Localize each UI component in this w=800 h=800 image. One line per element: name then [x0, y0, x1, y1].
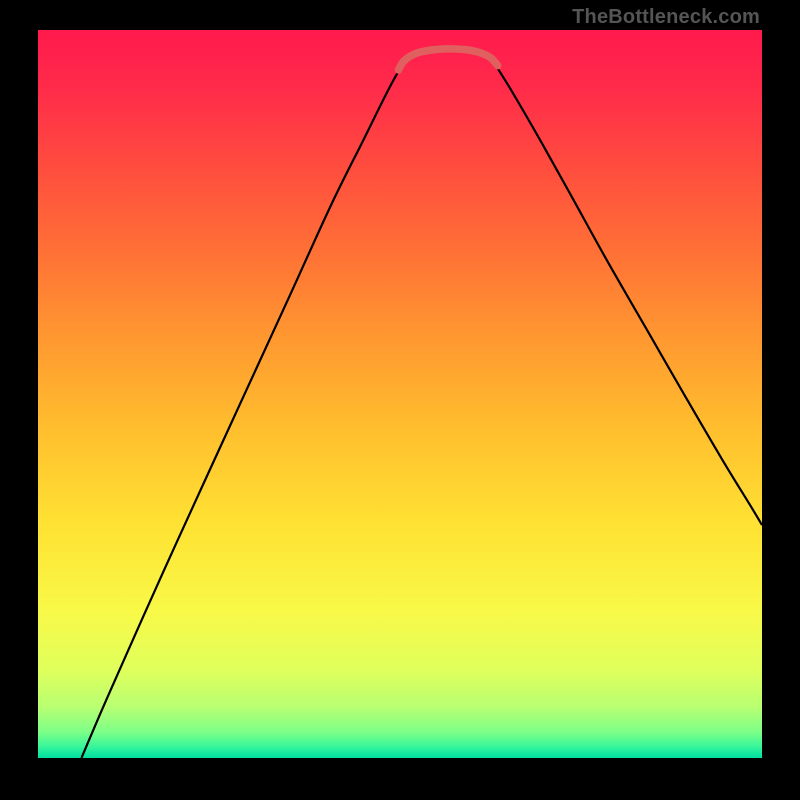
gradient-background	[38, 30, 762, 758]
watermark-text: TheBottleneck.com	[572, 6, 760, 29]
chart-svg	[38, 30, 762, 758]
bottleneck-chart	[38, 30, 762, 758]
